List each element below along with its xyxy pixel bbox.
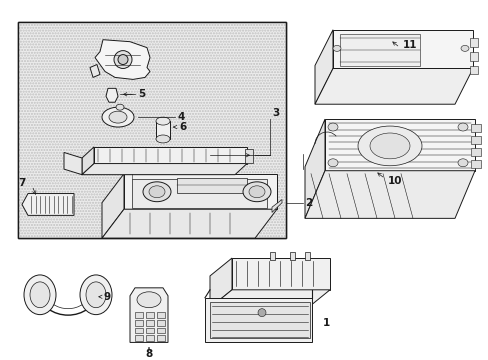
- Bar: [339, 34, 419, 67]
- Bar: [157, 336, 164, 341]
- Polygon shape: [22, 194, 74, 215]
- Bar: [305, 252, 309, 260]
- Ellipse shape: [118, 55, 128, 64]
- Bar: [470, 148, 480, 156]
- Bar: [469, 66, 477, 75]
- Text: 4: 4: [177, 112, 184, 122]
- Polygon shape: [82, 163, 246, 175]
- Bar: [289, 252, 294, 260]
- Polygon shape: [130, 288, 168, 342]
- Text: 1: 1: [323, 318, 329, 328]
- Text: 10: 10: [387, 176, 402, 186]
- Polygon shape: [204, 298, 311, 342]
- Bar: [146, 336, 154, 341]
- Polygon shape: [209, 258, 231, 308]
- Ellipse shape: [102, 107, 134, 127]
- Text: 3: 3: [271, 108, 279, 118]
- Ellipse shape: [156, 117, 170, 125]
- Polygon shape: [90, 64, 100, 77]
- Polygon shape: [305, 171, 474, 219]
- Bar: [469, 38, 477, 47]
- Text: 7: 7: [18, 177, 26, 188]
- Bar: [146, 312, 154, 318]
- Ellipse shape: [24, 275, 56, 315]
- Ellipse shape: [457, 123, 467, 131]
- Bar: [157, 328, 164, 333]
- Ellipse shape: [156, 135, 170, 143]
- Ellipse shape: [80, 275, 112, 315]
- Polygon shape: [209, 290, 329, 308]
- Ellipse shape: [142, 182, 171, 202]
- Bar: [269, 252, 274, 260]
- Ellipse shape: [327, 123, 337, 131]
- Polygon shape: [231, 258, 329, 290]
- Polygon shape: [82, 147, 94, 175]
- Polygon shape: [124, 174, 276, 209]
- Text: 5: 5: [138, 89, 145, 99]
- Ellipse shape: [149, 186, 164, 198]
- Polygon shape: [102, 174, 124, 238]
- Polygon shape: [332, 30, 472, 68]
- Bar: [177, 178, 246, 193]
- Bar: [209, 302, 309, 338]
- Bar: [244, 149, 252, 163]
- Polygon shape: [102, 209, 276, 238]
- Ellipse shape: [369, 133, 409, 159]
- Ellipse shape: [460, 45, 468, 51]
- Ellipse shape: [86, 282, 106, 308]
- Bar: [157, 320, 164, 325]
- Ellipse shape: [114, 51, 132, 68]
- Bar: [18, 22, 285, 238]
- Polygon shape: [94, 147, 246, 163]
- Bar: [135, 312, 142, 318]
- Bar: [18, 22, 285, 238]
- Bar: [470, 124, 480, 132]
- Text: 2: 2: [305, 198, 312, 208]
- Text: 9: 9: [103, 292, 110, 302]
- Bar: [135, 320, 142, 325]
- Bar: [469, 51, 477, 60]
- Bar: [146, 320, 154, 325]
- Polygon shape: [325, 119, 474, 171]
- Ellipse shape: [248, 186, 264, 198]
- Ellipse shape: [258, 309, 265, 316]
- Ellipse shape: [137, 292, 161, 308]
- Ellipse shape: [332, 45, 340, 51]
- Bar: [156, 121, 170, 139]
- Polygon shape: [314, 68, 472, 104]
- Polygon shape: [305, 119, 325, 219]
- Polygon shape: [106, 88, 118, 102]
- Ellipse shape: [109, 111, 127, 123]
- Bar: [157, 312, 164, 318]
- Polygon shape: [271, 199, 282, 212]
- Bar: [135, 328, 142, 333]
- Polygon shape: [95, 40, 150, 80]
- Polygon shape: [314, 30, 332, 104]
- Text: 11: 11: [402, 40, 417, 50]
- Bar: [135, 336, 142, 341]
- Ellipse shape: [116, 104, 124, 110]
- Bar: [132, 179, 266, 208]
- Bar: [18, 22, 285, 238]
- Ellipse shape: [327, 159, 337, 167]
- Bar: [470, 136, 480, 144]
- Bar: [19, 23, 285, 237]
- Bar: [470, 160, 480, 168]
- Ellipse shape: [357, 126, 421, 166]
- Text: 8: 8: [145, 349, 152, 359]
- Bar: [146, 328, 154, 333]
- Ellipse shape: [243, 182, 270, 202]
- Text: 6: 6: [179, 122, 186, 132]
- Polygon shape: [64, 152, 82, 175]
- Ellipse shape: [30, 282, 50, 308]
- Ellipse shape: [457, 159, 467, 167]
